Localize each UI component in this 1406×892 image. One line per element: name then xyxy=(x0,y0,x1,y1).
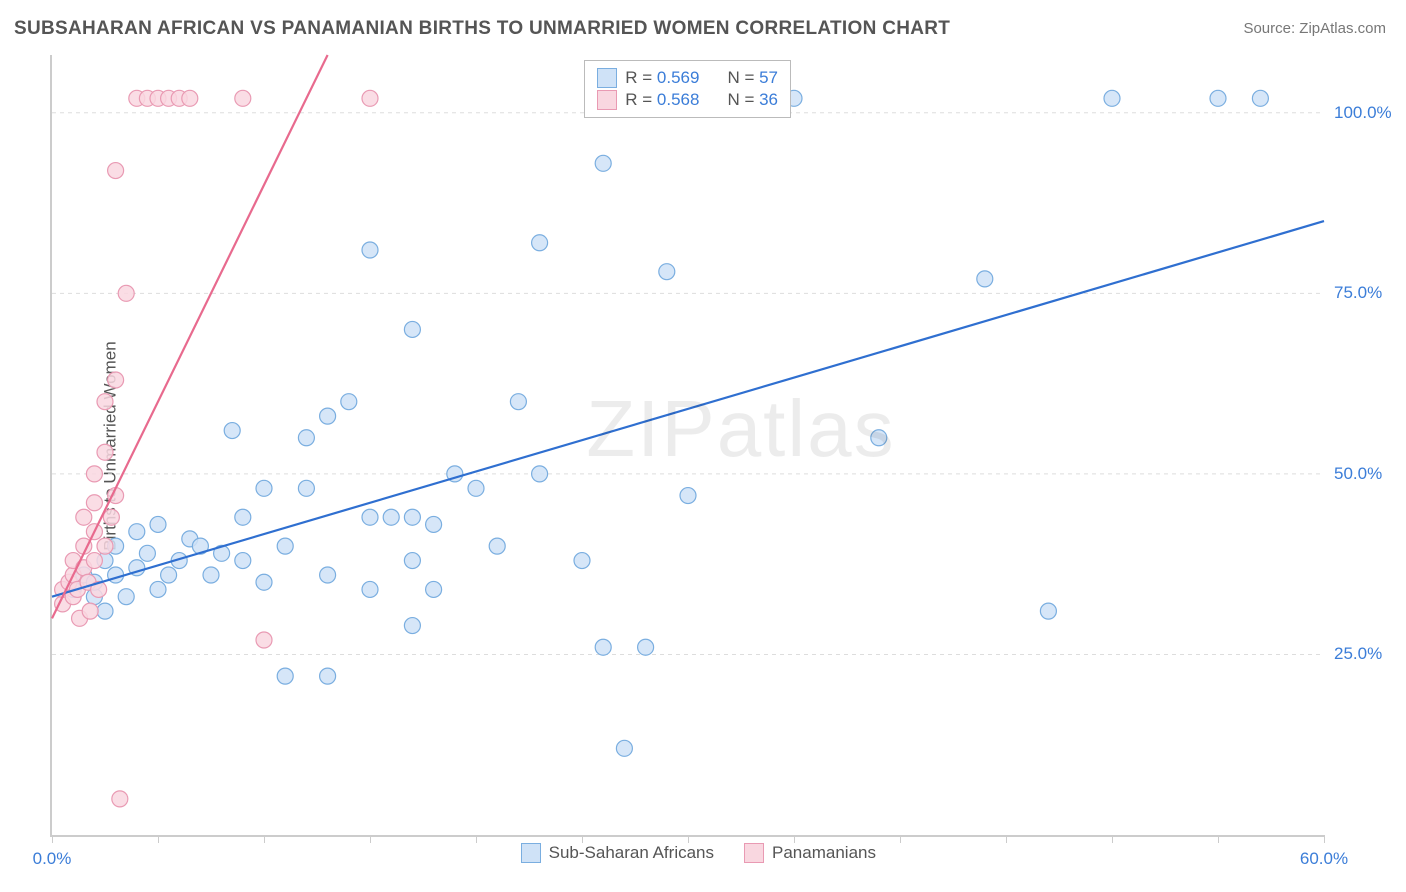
legend-n-label: N = 57 xyxy=(727,68,778,88)
bottom-legend: Sub-Saharan Africans Panamanians xyxy=(521,843,876,863)
x-tick-label: 0.0% xyxy=(33,849,72,869)
x-tick xyxy=(264,835,265,843)
x-tick xyxy=(900,835,901,843)
stats-legend: R = 0.569 N = 57 R = 0.568 N = 36 xyxy=(584,60,791,118)
bottom-legend-item: Sub-Saharan Africans xyxy=(521,843,714,863)
x-tick xyxy=(370,835,371,843)
legend-label: Panamanians xyxy=(772,843,876,863)
plot-area: ZIPatlas 25.0%50.0%75.0%100.0%0.0%60.0% xyxy=(50,55,1324,837)
x-tick xyxy=(688,835,689,843)
x-tick xyxy=(158,835,159,843)
y-tick-label: 75.0% xyxy=(1334,283,1394,303)
chart-svg xyxy=(52,55,1324,835)
chart-title: SUBSAHARAN AFRICAN VS PANAMANIAN BIRTHS … xyxy=(14,18,950,40)
chart-container: SUBSAHARAN AFRICAN VS PANAMANIAN BIRTHS … xyxy=(0,0,1406,892)
y-tick-label: 50.0% xyxy=(1334,464,1394,484)
legend-swatch xyxy=(597,68,617,88)
y-tick-label: 25.0% xyxy=(1334,644,1394,664)
x-tick xyxy=(582,835,583,843)
source-label: Source: ZipAtlas.com xyxy=(1243,20,1386,37)
legend-r-label: R = 0.569 xyxy=(625,68,699,88)
x-tick xyxy=(1112,835,1113,843)
x-tick xyxy=(794,835,795,843)
stats-legend-row: R = 0.569 N = 57 xyxy=(597,68,778,88)
bottom-legend-item: Panamanians xyxy=(744,843,876,863)
x-tick-label: 60.0% xyxy=(1300,849,1348,869)
legend-swatch xyxy=(597,90,617,110)
legend-swatch xyxy=(521,843,541,863)
y-tick-label: 100.0% xyxy=(1334,103,1394,123)
stats-legend-row: R = 0.568 N = 36 xyxy=(597,90,778,110)
legend-r-label: R = 0.568 xyxy=(625,90,699,110)
legend-label: Sub-Saharan Africans xyxy=(549,843,714,863)
x-tick xyxy=(52,835,53,843)
x-tick xyxy=(1218,835,1219,843)
x-tick xyxy=(1324,835,1325,843)
x-tick xyxy=(476,835,477,843)
legend-swatch xyxy=(744,843,764,863)
legend-n-label: N = 36 xyxy=(727,90,778,110)
x-tick xyxy=(1006,835,1007,843)
